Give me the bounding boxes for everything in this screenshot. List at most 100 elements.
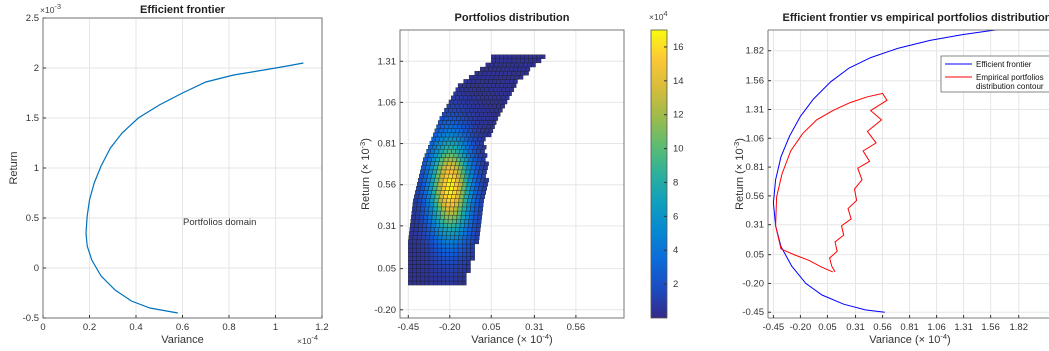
- heatmap-cell: [482, 70, 488, 76]
- heatmap-cell: [465, 145, 470, 150]
- heatmap-cell: [451, 149, 456, 154]
- heatmap-cell: [450, 112, 455, 117]
- heatmap-cell: [435, 223, 440, 228]
- heatmap-cell: [456, 173, 461, 179]
- heatmap-cell: [502, 62, 507, 68]
- heatmap-cell: [484, 87, 490, 92]
- heatmap-cell: [453, 247, 459, 253]
- heatmap-cell: [433, 276, 438, 282]
- heatmap-cell: [466, 112, 472, 117]
- series-lines: [772, 30, 1000, 313]
- heatmap-cell: [421, 165, 426, 171]
- heatmap-cell: [423, 190, 428, 195]
- heatmap-cell: [451, 95, 456, 101]
- heatmap-cell: [473, 99, 479, 105]
- heatmap-cell: [503, 58, 509, 64]
- heatmap-cell: [449, 153, 455, 158]
- heatmap-cell: [466, 264, 471, 269]
- heatmap-cell: [445, 268, 450, 273]
- heatmap-cell: [457, 243, 463, 249]
- heatmap-cell: [507, 91, 512, 96]
- heatmap-cell: [532, 58, 538, 64]
- heatmap-cell: [444, 190, 449, 195]
- heatmap-cell: [465, 124, 470, 129]
- heatmap-cell: [483, 120, 489, 125]
- x-tick-label: 1.2: [315, 322, 328, 333]
- heatmap-cell: [408, 272, 413, 278]
- heatmap-cell: [480, 177, 485, 183]
- y-tick-label: 1.06: [746, 133, 765, 144]
- heatmap-cell: [416, 206, 421, 212]
- heatmap-cell: [462, 239, 467, 245]
- heatmap-cell: [476, 157, 482, 162]
- heatmap-cell: [419, 190, 424, 195]
- heatmap-cell: [452, 219, 457, 224]
- heatmap-cell: [457, 83, 463, 88]
- heatmap-cell: [441, 256, 446, 261]
- heatmap-cell: [419, 173, 424, 179]
- heatmap-cell: [412, 280, 417, 286]
- heatmap-cell: [489, 75, 495, 80]
- heatmap-cell: [435, 214, 441, 220]
- heatmap-cell: [436, 124, 441, 129]
- heatmap-cell: [430, 227, 435, 232]
- heatmap-cell: [449, 239, 455, 245]
- heatmap-cell: [442, 120, 447, 125]
- heatmap-cell: [412, 206, 417, 212]
- heatmap-cell: [479, 165, 484, 171]
- y-tick-label: 0.05: [746, 250, 765, 261]
- heatmap-cell: [463, 103, 468, 109]
- heatmap-cell: [449, 264, 455, 269]
- y-tick-label: 0.81: [746, 162, 765, 173]
- heatmap-cell: [477, 190, 482, 195]
- x-tick-label: 0.6: [176, 322, 189, 333]
- heatmap-cell: [457, 210, 462, 216]
- heatmap-cell: [446, 120, 451, 125]
- heatmap-cell: [463, 231, 468, 236]
- heatmap-cell: [475, 95, 481, 101]
- x-tick-label: 1: [273, 322, 278, 333]
- heatmap-cell: [438, 194, 444, 199]
- heatmap-cell: [463, 194, 469, 199]
- heatmap-cell: [445, 165, 451, 171]
- legend-label-empirical-1: Empirical portfolios: [976, 73, 1044, 82]
- heatmap-cell: [462, 120, 468, 125]
- heatmap-cell: [485, 62, 491, 68]
- heatmap-cell: [455, 223, 461, 228]
- heatmap-cell: [433, 132, 438, 138]
- heatmap-cell: [466, 153, 471, 158]
- heatmap-cell: [470, 132, 475, 138]
- heatmap-cell: [455, 87, 461, 92]
- heatmap-cell: [467, 149, 473, 154]
- heatmap-cell: [509, 66, 514, 72]
- heatmap-cell: [416, 235, 422, 240]
- heatmap-cell: [482, 91, 487, 96]
- heatmap-cell: [444, 214, 449, 220]
- heatmap-cell: [476, 149, 481, 154]
- heatmap-cell: [457, 124, 462, 129]
- heatmap-cell: [481, 99, 487, 105]
- heatmap-cell: [477, 145, 483, 150]
- heatmap-cell: [494, 99, 499, 105]
- heatmap-cell: [493, 107, 499, 113]
- heatmap-cell: [502, 99, 508, 105]
- heatmap-cell: [437, 165, 443, 171]
- heatmap-cell: [477, 210, 483, 216]
- heatmap-cell: [478, 83, 484, 88]
- heatmap-cell: [446, 227, 452, 232]
- heatmap-cell: [449, 132, 455, 138]
- heatmap-cell: [420, 169, 425, 175]
- heatmap-cell: [429, 140, 435, 146]
- frontier-series-line: [85, 62, 304, 314]
- heatmap-cell: [473, 107, 478, 113]
- heatmap-cell: [491, 70, 496, 76]
- heatmap-cell: [474, 202, 480, 208]
- heatmap-cell: [440, 186, 446, 191]
- heatmap-cell: [420, 256, 426, 261]
- heatmap-cell: [416, 239, 421, 245]
- colorbar-exponent-label: ×104: [649, 9, 668, 22]
- heatmap-cell: [466, 243, 471, 249]
- heatmap-cell: [428, 256, 434, 261]
- heatmap-cell: [437, 243, 442, 249]
- heatmap-cell: [455, 95, 460, 101]
